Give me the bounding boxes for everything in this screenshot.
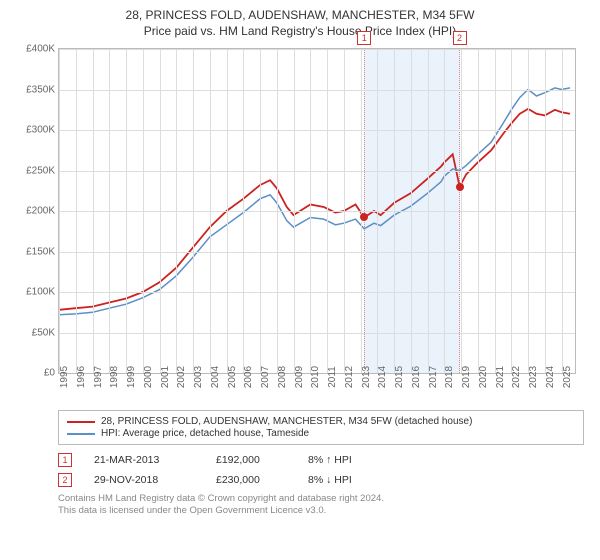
x-tick-label: 2007 [260,366,271,388]
legend-swatch [67,433,95,435]
y-tick-label: £100K [26,287,59,298]
x-tick-label: 2013 [361,366,372,388]
x-tick-label: 2004 [210,366,221,388]
y-tick-label: £150K [26,246,59,257]
x-tick-label: 2009 [294,366,305,388]
x-tick-label: 2020 [478,366,489,388]
legend-label: HPI: Average price, detached house, Tame… [101,428,309,439]
x-tick-label: 2015 [394,366,405,388]
x-tick-label: 1999 [126,366,137,388]
x-tick-label: 2011 [327,366,338,388]
x-tick-label: 2022 [511,366,522,388]
event-pct: 8% ↑ HPI [308,454,398,466]
event-pct: 8% ↓ HPI [308,474,398,486]
x-tick-label: 1998 [109,366,120,388]
chart-title: 28, PRINCESS FOLD, AUDENSHAW, MANCHESTER… [16,8,584,22]
series-line [59,88,570,315]
sale-dot [360,213,368,221]
chart-container: 28, PRINCESS FOLD, AUDENSHAW, MANCHESTER… [0,0,600,530]
sale-dot [456,183,464,191]
legend-swatch [67,421,95,423]
footnote-line: This data is licensed under the Open Gov… [58,505,584,517]
x-tick-label: 2018 [444,366,455,388]
x-tick-label: 2012 [344,366,355,388]
event-marker-2: 2 [453,31,467,45]
y-tick-label: £200K [26,206,59,217]
x-tick-label: 2008 [277,366,288,388]
legend: 28, PRINCESS FOLD, AUDENSHAW, MANCHESTER… [58,410,584,445]
x-tick-label: 2021 [495,366,506,388]
legend-label: 28, PRINCESS FOLD, AUDENSHAW, MANCHESTER… [101,416,472,427]
event-date: 29-NOV-2018 [94,474,194,486]
footnote-line: Contains HM Land Registry data © Crown c… [58,493,584,505]
plot-area: £0£50K£100K£150K£200K£250K£300K£350K£400… [58,48,576,374]
chart-area: £0 £50K £100K £150K £200K £250K £300K £350K £400… [16,44,584,404]
x-tick-label: 2024 [545,366,556,388]
x-tick-label: 2002 [176,366,187,388]
x-tick-label: 2025 [562,366,573,388]
event-row: 1 21-MAR-2013 £192,000 8% ↑ HPI [58,453,584,467]
x-tick-label: 1996 [76,366,87,388]
x-tick-label: 2016 [411,366,422,388]
event-marker-1: 1 [357,31,371,45]
x-tick-label: 2001 [160,366,171,388]
event-price: £192,000 [216,454,286,466]
x-tick-label: 1995 [59,366,70,388]
x-tick-label: 2003 [193,366,204,388]
event-row: 2 29-NOV-2018 £230,000 8% ↓ HPI [58,473,584,487]
events-table: 1 21-MAR-2013 £192,000 8% ↑ HPI 2 29-NOV-2018… [58,453,584,487]
event-marker-icon: 1 [58,453,72,467]
x-tick-label: 2023 [528,366,539,388]
x-tick-label: 2019 [461,366,472,388]
y-tick-label: £400K [26,44,59,55]
legend-item: 28, PRINCESS FOLD, AUDENSHAW, MANCHESTER… [67,416,575,427]
x-tick-label: 2010 [310,366,321,388]
x-tick-label: 2005 [227,366,238,388]
footnote: Contains HM Land Registry data © Crown c… [58,493,584,518]
event-date: 21-MAR-2013 [94,454,194,466]
x-tick-label: 2017 [428,366,439,388]
x-tick-label: 2014 [377,366,388,388]
event-marker-icon: 2 [58,473,72,487]
x-tick-label: 2000 [143,366,154,388]
y-tick-label: £300K [26,125,59,136]
chart-subtitle: Price paid vs. HM Land Registry's House … [16,24,584,38]
y-tick-label: £350K [26,84,59,95]
y-tick-label: £50K [32,327,59,338]
y-tick-label: £250K [26,165,59,176]
legend-item: HPI: Average price, detached house, Tame… [67,428,575,439]
x-tick-label: 2006 [243,366,254,388]
event-price: £230,000 [216,474,286,486]
y-tick-label: £0 [44,368,59,379]
x-tick-label: 1997 [93,366,104,388]
